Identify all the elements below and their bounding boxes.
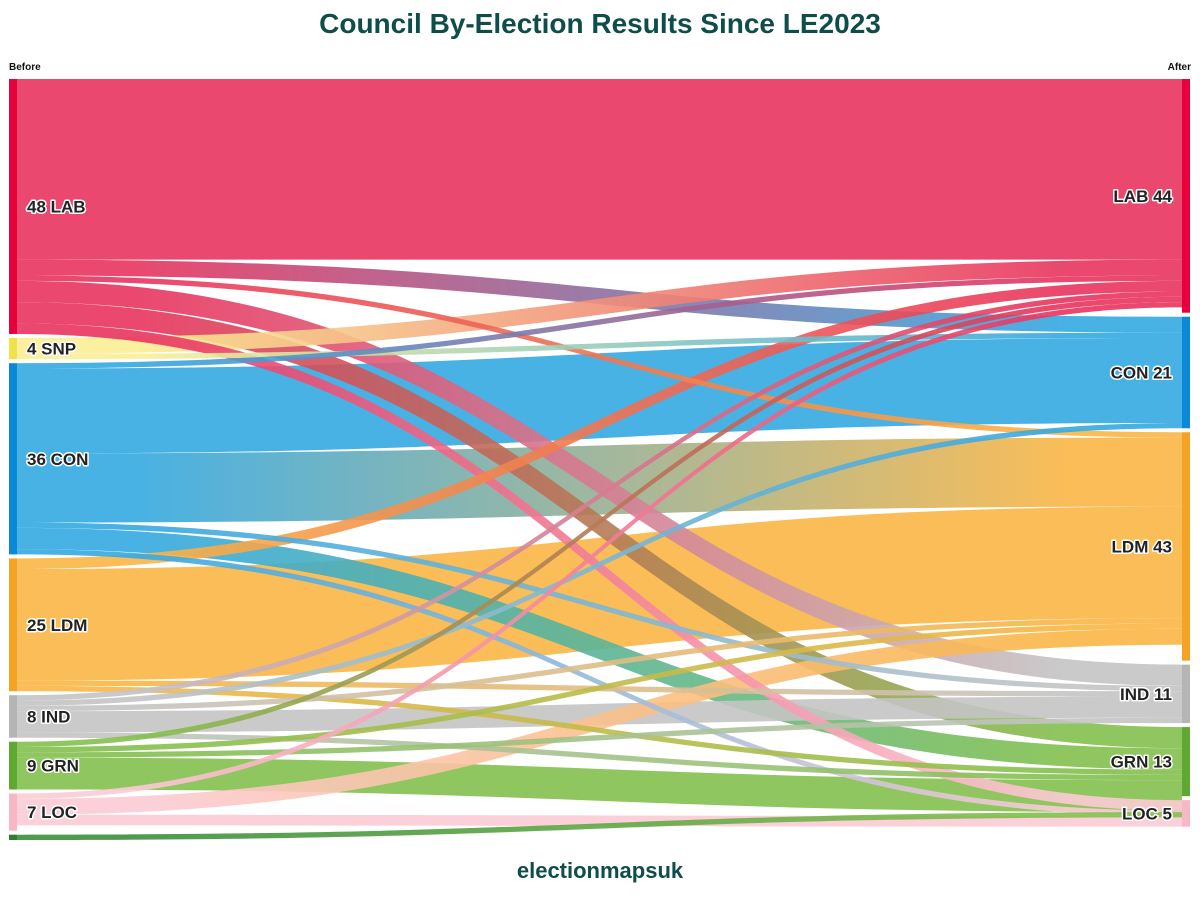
left-node-label-ind: 8 IND xyxy=(27,707,70,726)
flow-grn-to-grn xyxy=(17,757,1182,813)
left-node-loc xyxy=(9,793,17,831)
flow-con-to-ind xyxy=(17,522,1182,692)
label-layer: 48 LAB 4 SNP 36 CON 25 LDM 8 IND 9 GRN 7 LOC LA… xyxy=(26,185,1175,825)
flow-ldm-to-grn xyxy=(17,685,1182,775)
flow-ind-to-lab xyxy=(17,291,1182,701)
left-node-label-ldm: 25 LDM xyxy=(27,616,87,635)
right-node-ldm xyxy=(1182,432,1190,661)
right-node-label-con: CON 21 xyxy=(1111,363,1172,382)
flow-grn-to-ind xyxy=(17,717,1182,758)
right-node-ind xyxy=(1182,664,1190,724)
flow-ldm-to-lab xyxy=(17,280,1182,570)
right-node-loc xyxy=(1182,800,1190,827)
right-node-lab xyxy=(1182,79,1190,313)
left-node-label-loc: 7 LOC xyxy=(27,803,77,822)
right-node-label-ldm: LDM 43 xyxy=(1112,537,1172,556)
left-node-label-grn: 9 GRN xyxy=(27,757,79,776)
left-node-label-con: 36 CON xyxy=(27,450,88,469)
flow-layer xyxy=(17,79,1182,840)
left-node-ldm xyxy=(9,558,17,692)
left-node-label-snp: 4 SNP xyxy=(27,340,76,359)
chart-title: Council By-Election Results Since LE2023 xyxy=(319,8,881,39)
flow-con-to-loc xyxy=(17,549,1182,817)
flow-loc-to-lab xyxy=(17,302,1182,799)
after-axis-label: After xyxy=(1167,62,1191,73)
node-layer xyxy=(9,79,1190,840)
left-node-snp xyxy=(9,337,17,360)
right-node-label-lab: LAB 44 xyxy=(1113,187,1172,206)
left-node-ind xyxy=(9,695,17,738)
flow-grn-to-lab xyxy=(17,296,1182,748)
flow-lab-to-lab xyxy=(17,79,1182,260)
left-node-label-lab: 48 LAB xyxy=(27,197,86,216)
flow-ldm-to-ldm xyxy=(17,506,1182,681)
left-node-grn xyxy=(9,741,17,790)
flow-ind-to-ldm xyxy=(17,618,1182,712)
right-node-label-loc: LOC 5 xyxy=(1122,804,1172,823)
flow-oth-to-grn xyxy=(17,812,1182,840)
flow-grn-to-ldm xyxy=(17,623,1182,753)
left-node-con xyxy=(9,363,17,555)
left-node-lab xyxy=(9,79,17,334)
right-node-grn xyxy=(1182,727,1190,797)
flow-lab-to-ldm xyxy=(17,275,1182,438)
flow-snp-to-lab xyxy=(17,259,1182,354)
flow-con-to-grn xyxy=(17,527,1182,770)
source-credit: electionmapsuk xyxy=(516,858,684,883)
before-axis-label: Before xyxy=(9,62,41,73)
right-node-con xyxy=(1182,316,1190,429)
flow-loc-to-ldm xyxy=(17,628,1182,815)
left-node-oth xyxy=(9,834,17,840)
flow-ind-to-con xyxy=(17,422,1182,706)
right-node-label-grn: GRN 13 xyxy=(1111,753,1172,772)
flow-lab-to-ind xyxy=(17,280,1182,686)
right-node-label-ind: IND 11 xyxy=(1120,685,1172,704)
flow-lab-to-grn xyxy=(17,302,1182,749)
flow-con-to-lab xyxy=(17,275,1182,369)
flow-ind-to-grn xyxy=(17,732,1182,781)
